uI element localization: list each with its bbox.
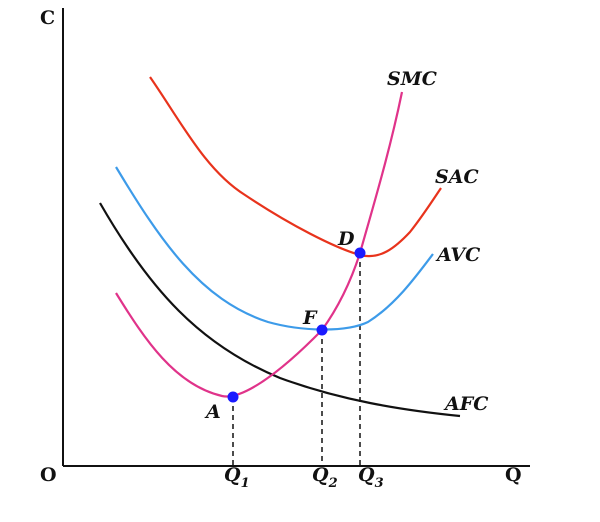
point-a-label: A bbox=[204, 401, 221, 423]
smc-curve bbox=[115, 91, 404, 398]
point-d-label: D bbox=[337, 228, 355, 250]
tick-q3: Q3 bbox=[358, 464, 384, 491]
tick-q2-sub: 2 bbox=[328, 476, 338, 491]
avc-label: AVC bbox=[435, 244, 480, 266]
point-d bbox=[354, 247, 366, 259]
tick-q3-base: Q bbox=[358, 464, 375, 486]
tick-q2: Q2 bbox=[312, 464, 338, 491]
tick-q2-base: Q bbox=[312, 464, 329, 486]
point-f-label: F bbox=[302, 307, 318, 329]
smc-label: SMC bbox=[387, 68, 437, 90]
tick-q1-base: Q bbox=[224, 464, 241, 486]
origin-label: O bbox=[40, 464, 57, 486]
point-f bbox=[316, 324, 328, 336]
y-axis-label: C bbox=[40, 7, 55, 29]
sac-label: SAC bbox=[435, 166, 479, 188]
afc-label: AFC bbox=[443, 393, 488, 415]
tick-q1-sub: 1 bbox=[241, 476, 250, 491]
sac-curve bbox=[149, 76, 442, 258]
tick-q1: Q1 bbox=[224, 464, 250, 491]
tick-q3-sub: 3 bbox=[375, 476, 384, 491]
point-a bbox=[227, 391, 239, 403]
avc-curve bbox=[115, 166, 434, 331]
x-axis-label: Q bbox=[505, 464, 522, 486]
